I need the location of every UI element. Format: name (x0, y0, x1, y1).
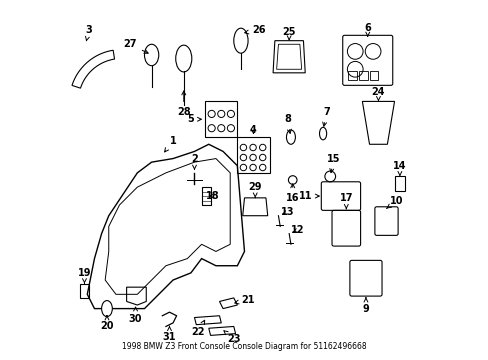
Bar (80, 284, 89, 298)
Text: 16: 16 (285, 184, 299, 203)
Bar (369, 71, 378, 80)
Text: 5: 5 (187, 114, 201, 124)
Text: 19: 19 (78, 268, 91, 283)
Bar (205, 102, 237, 137)
Ellipse shape (286, 130, 295, 144)
Text: 25: 25 (282, 27, 295, 40)
Text: 12: 12 (291, 225, 304, 235)
Bar (358, 71, 367, 80)
Polygon shape (72, 50, 114, 88)
Text: 22: 22 (191, 320, 204, 337)
Text: 18: 18 (206, 191, 220, 201)
Bar (347, 71, 356, 80)
Text: 17: 17 (339, 193, 352, 209)
Bar (201, 187, 210, 205)
Ellipse shape (144, 44, 159, 66)
Text: 20: 20 (100, 316, 114, 332)
Text: 23: 23 (224, 331, 240, 344)
Text: 13: 13 (280, 207, 293, 217)
Text: 29: 29 (248, 182, 262, 198)
Text: 26: 26 (244, 25, 265, 35)
Text: 10: 10 (386, 197, 402, 208)
Ellipse shape (102, 301, 112, 317)
Text: 6: 6 (364, 23, 370, 36)
Text: 4: 4 (249, 125, 256, 135)
Text: 11: 11 (298, 191, 319, 201)
Ellipse shape (233, 28, 247, 53)
Ellipse shape (319, 127, 326, 140)
Text: 31: 31 (163, 327, 176, 342)
Text: 30: 30 (128, 307, 142, 324)
Text: 24: 24 (371, 87, 385, 100)
Text: 15: 15 (326, 154, 340, 173)
Text: 3: 3 (85, 25, 92, 41)
Bar (394, 176, 405, 191)
Text: 8: 8 (284, 114, 291, 133)
Text: 1998 BMW Z3 Front Console Console Diagram for 51162496668: 1998 BMW Z3 Front Console Console Diagra… (122, 342, 366, 351)
Text: 7: 7 (322, 107, 329, 126)
Text: 9: 9 (362, 298, 368, 314)
Text: 21: 21 (234, 295, 254, 305)
Bar (237, 137, 269, 173)
Text: 14: 14 (392, 161, 406, 176)
Ellipse shape (175, 45, 191, 72)
Text: 27: 27 (123, 39, 148, 53)
Text: 28: 28 (177, 91, 190, 117)
Text: 2: 2 (191, 154, 198, 169)
Text: 1: 1 (164, 136, 176, 152)
